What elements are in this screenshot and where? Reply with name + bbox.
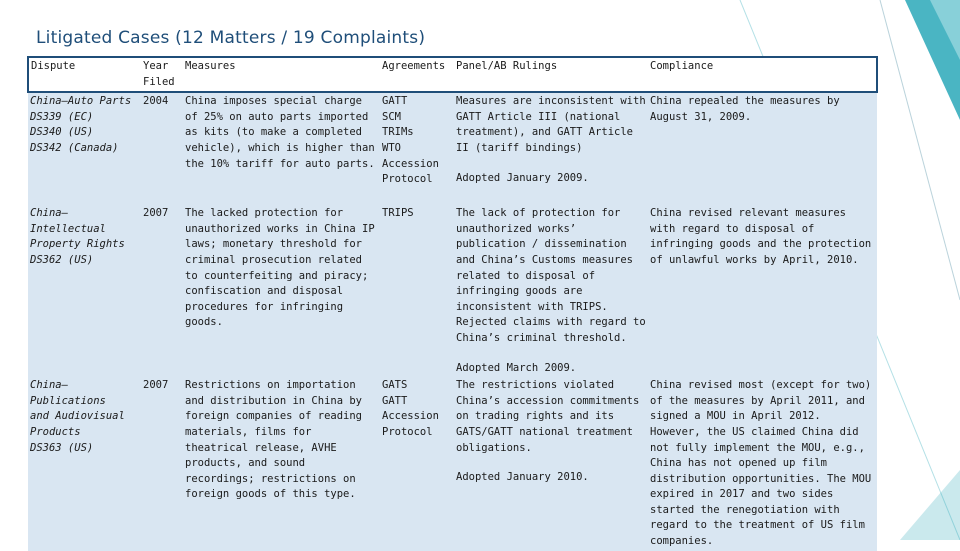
adopted-date: Adopted March 2009.: [456, 361, 577, 374]
header-compliance: Compliance: [648, 55, 878, 94]
page-title: Litigated Cases (12 Matters / 19 Complai…: [36, 28, 426, 48]
header-measures: Measures: [183, 55, 380, 94]
cases-table: Dispute Year Filed Measures Agreements P…: [27, 55, 878, 551]
decor-bottom-shard: [900, 470, 960, 540]
cell-agreements: TRIPS: [380, 205, 454, 378]
cell-year: 2004: [141, 92, 183, 206]
cell-agreements: GATS GATT Accession Protocol: [380, 377, 454, 551]
cell-rulings: The lack of protection for unauthorized …: [454, 205, 648, 378]
table-row: China–Publications and Audiovisual Produ…: [28, 377, 877, 551]
cell-compliance: China revised relevant measures with reg…: [648, 205, 877, 378]
cell-year: 2007: [141, 377, 183, 551]
adopted-date: Adopted January 2010.: [456, 471, 589, 484]
cell-compliance: China revised most (except for two) of t…: [648, 377, 877, 551]
adopted-date: Adopted January 2009.: [456, 171, 589, 184]
header-panel-ab-rulings: Panel/AB Rulings: [454, 55, 648, 94]
table-row: China–Auto Parts DS339 (EC) DS340 (US) D…: [28, 92, 877, 206]
cell-rulings: Measures are inconsistent with GATT Arti…: [454, 92, 648, 206]
table-row: China–Intellectual Property Rights DS362…: [28, 205, 877, 378]
cell-dispute: China–Auto Parts DS339 (EC) DS340 (US) D…: [28, 92, 141, 206]
cell-dispute: China–Intellectual Property Rights DS362…: [28, 205, 141, 378]
header-agreements: Agreements: [380, 55, 454, 94]
cell-dispute: China–Publications and Audiovisual Produ…: [28, 377, 141, 551]
decor-line-2: [879, 0, 960, 301]
decor-teal-shard: [905, 0, 960, 120]
cell-rulings: The restrictions violated China’s access…: [454, 377, 648, 551]
table-header-row: Dispute Year Filed Measures Agreements P…: [27, 55, 878, 94]
cell-year: 2007: [141, 205, 183, 378]
cell-compliance: China repealed the measures by August 31…: [648, 92, 877, 206]
cell-measures: China imposes special charge of 25% on a…: [183, 92, 380, 206]
cell-measures: Restrictions on importation and distribu…: [183, 377, 380, 551]
cell-agreements: GATT SCM TRIMs WTO Accession Protocol: [380, 92, 454, 206]
decor-light-shard: [930, 0, 960, 60]
cell-measures: The lacked protection for unauthorized w…: [183, 205, 380, 378]
header-year-filed: Year Filed: [141, 55, 183, 94]
header-dispute: Dispute: [27, 55, 141, 94]
